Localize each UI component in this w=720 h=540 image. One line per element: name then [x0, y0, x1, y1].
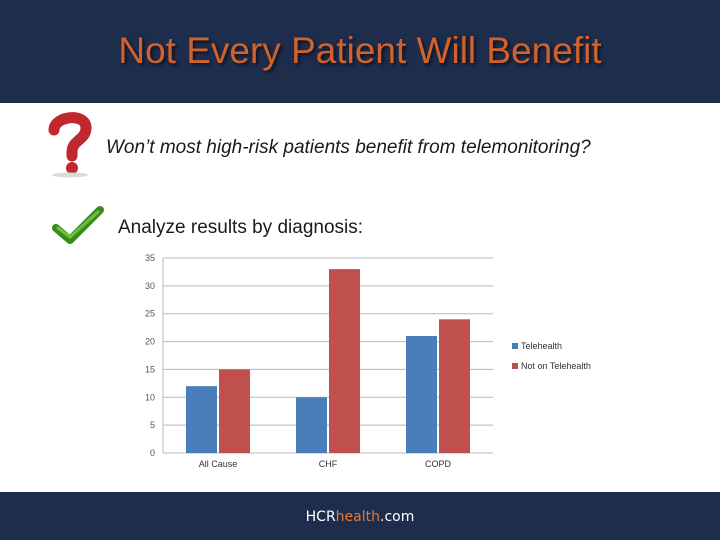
bar-not-on-telehealth	[329, 269, 360, 453]
y-tick-label: 20	[145, 337, 155, 347]
bar-not-on-telehealth	[219, 369, 250, 453]
footer-bar: HCRhealth.com	[0, 492, 720, 540]
bar-telehealth	[406, 336, 437, 453]
question-text: Won’t most high-risk patients benefit fr…	[106, 137, 591, 158]
legend-swatch	[512, 343, 518, 349]
y-tick-label: 5	[150, 420, 155, 430]
green-check-mark-icon	[52, 206, 104, 244]
y-tick-label: 35	[145, 253, 155, 263]
brand-com: .com	[380, 509, 415, 525]
bar-telehealth	[296, 397, 327, 453]
x-tick-label: All Cause	[199, 459, 238, 469]
legend-label: Telehealth	[521, 341, 562, 351]
y-tick-label: 0	[150, 448, 155, 458]
y-tick-label: 15	[145, 364, 155, 374]
legend-label: Not on Telehealth	[521, 361, 591, 371]
y-tick-label: 10	[145, 392, 155, 402]
bar-telehealth	[186, 386, 217, 453]
x-tick-label: CHF	[319, 459, 338, 469]
red-question-mark-icon	[48, 112, 92, 178]
brand-hcr: HCR	[305, 509, 336, 525]
bar-not-on-telehealth	[439, 319, 470, 453]
diagnosis-bar-chart: 0 5 10 15 20 25 30 35 All Cause CHF COPD Telehealth…	[145, 253, 591, 469]
x-tick-label: COPD	[425, 459, 452, 469]
y-tick-label: 30	[145, 281, 155, 291]
slide-title: Not Every Patient Will Benefit	[118, 30, 602, 71]
brand-logo: HCRhealth.com	[0, 509, 720, 525]
title-bar: Not Every Patient Will Benefit	[0, 0, 720, 103]
analyze-text: Analyze results by diagnosis:	[118, 217, 364, 238]
brand-health: health	[335, 509, 380, 525]
y-tick-label: 25	[145, 309, 155, 319]
legend-swatch	[512, 363, 518, 369]
